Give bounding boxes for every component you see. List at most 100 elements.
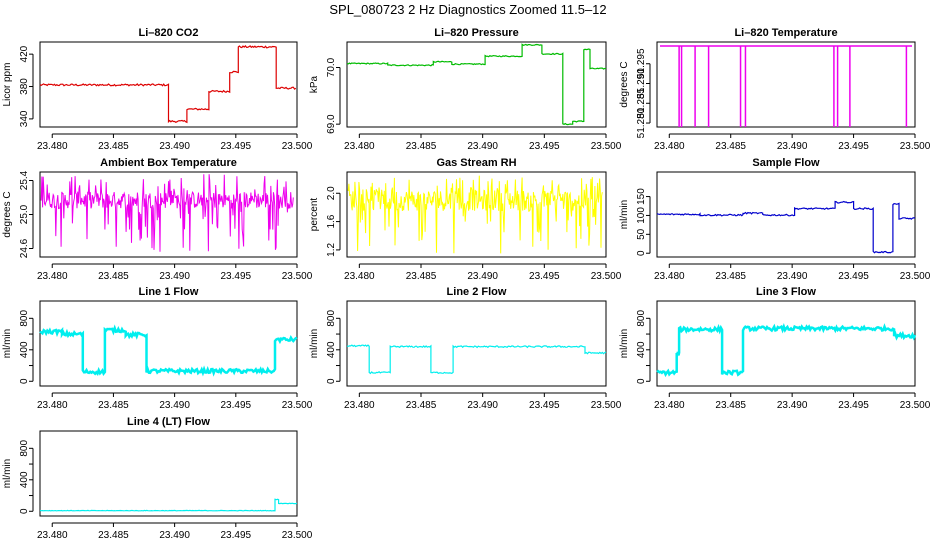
chart-line2: Line 2 Flow 23.480 23.485 23.490 23.495 23.50… — [309, 286, 622, 411]
x-tick-label: 23.485 — [406, 271, 437, 282]
x-tick-label: 23.485 — [98, 400, 129, 411]
chart-line3: Line 3 Flow 23.480 23.485 23.490 23.495 23.50… — [619, 286, 931, 411]
series-line — [39, 498, 298, 512]
y-tick-label: 380 — [19, 78, 30, 95]
y-tick-label: 800 — [326, 310, 337, 327]
x-tick-label: 23.485 — [98, 271, 129, 282]
chart-temperature: Li–820 Temperature 23.480 23.485 23.490 23.4… — [619, 27, 931, 152]
y-axis-label: ml/min — [2, 329, 13, 358]
y-axis-label: ml/min — [2, 459, 13, 488]
x-tick-label: 23.485 — [98, 141, 129, 152]
x-tick-label: 23.490 — [467, 141, 498, 152]
x-tick-label: 23.485 — [715, 141, 746, 152]
chart-line4: Line 4 (LT) Flow 23.480 23.485 23.490 23.495… — [2, 416, 313, 540]
x-tick-label: 23.490 — [159, 141, 190, 152]
y-tick-label: 150 — [636, 188, 647, 205]
y-tick-label: 51.290 — [636, 68, 647, 99]
y-tick-label: 100 — [636, 207, 647, 224]
chart-title: Li–820 CO2 — [139, 27, 199, 39]
chart-title: Gas Stream RH — [436, 157, 516, 169]
y-tick-label: 51.280 — [636, 107, 647, 138]
x-tick-label: 23.485 — [715, 400, 746, 411]
y-tick-label: 400 — [636, 341, 647, 358]
plot-frame — [346, 41, 607, 128]
y-tick-label: 1.6 — [326, 214, 337, 228]
x-tick-label: 23.485 — [715, 271, 746, 282]
x-tick-label: 23.500 — [900, 271, 931, 282]
x-tick-label: 23.480 — [344, 271, 375, 282]
y-tick-label: 51.285 — [636, 88, 647, 119]
x-tick-label: 23.490 — [777, 400, 808, 411]
y-tick-label: 2.0 — [326, 186, 337, 200]
y-tick-label: 800 — [19, 310, 30, 327]
x-tick-label: 23.495 — [838, 271, 869, 282]
series-line — [347, 175, 603, 254]
x-tick-label: 23.500 — [591, 400, 622, 411]
x-tick-label: 23.495 — [221, 141, 252, 152]
y-axis-label: ml/min — [309, 329, 320, 358]
y-tick-label: 420 — [19, 45, 30, 62]
x-tick-label: 23.500 — [282, 530, 313, 540]
x-tick-label: 23.490 — [159, 400, 190, 411]
x-tick-label: 23.480 — [654, 400, 685, 411]
x-tick-label: 23.480 — [37, 141, 68, 152]
y-tick-label: 69.0 — [326, 114, 337, 134]
x-tick-label: 23.500 — [900, 141, 931, 152]
x-tick-label: 23.480 — [344, 400, 375, 411]
plot-frame — [39, 171, 298, 258]
x-tick-label: 23.495 — [838, 141, 869, 152]
plot-frame — [346, 171, 607, 258]
x-tick-label: 23.495 — [529, 271, 560, 282]
x-tick-label: 23.490 — [159, 530, 190, 540]
x-tick-label: 23.485 — [406, 141, 437, 152]
x-tick-label: 23.490 — [777, 271, 808, 282]
x-tick-label: 23.480 — [344, 141, 375, 152]
x-tick-label: 23.495 — [529, 141, 560, 152]
chart-title: Ambient Box Temperature — [100, 157, 237, 169]
y-tick-label: 400 — [19, 341, 30, 358]
x-tick-label: 23.485 — [406, 400, 437, 411]
y-tick-label: 24.6 — [19, 238, 30, 258]
y-tick-label: 70.0 — [326, 57, 337, 77]
x-tick-label: 23.500 — [591, 141, 622, 152]
chart-title: Li–820 Pressure — [434, 27, 518, 39]
y-tick-label: 800 — [19, 440, 30, 457]
x-tick-label: 23.480 — [37, 400, 68, 411]
y-tick-label: 0 — [19, 508, 30, 514]
x-tick-label: 23.495 — [221, 271, 252, 282]
series-line — [39, 45, 297, 124]
y-tick-label: 50 — [636, 228, 647, 240]
chart-line1: Line 1 Flow 23.480 23.485 23.490 23.495 23.50… — [2, 286, 313, 411]
y-axis-label: ml/min — [619, 329, 630, 358]
y-tick-label: 1.2 — [326, 243, 337, 257]
x-tick-label: 23.495 — [838, 400, 869, 411]
x-tick-label: 23.495 — [221, 400, 252, 411]
chart-title: Line 2 Flow — [447, 286, 507, 298]
chart-rh: Gas Stream RH 23.480 23.485 23.490 23.495 23.… — [309, 157, 622, 282]
x-tick-label: 23.480 — [654, 271, 685, 282]
series-line — [656, 200, 916, 254]
x-tick-label: 23.500 — [282, 141, 313, 152]
chart-title: Line 1 Flow — [139, 286, 199, 298]
y-axis-label: ml/min — [619, 200, 630, 229]
series-line — [39, 324, 298, 377]
x-tick-label: 23.500 — [282, 271, 313, 282]
chart-title: Sample Flow — [752, 157, 820, 169]
chart-title: Line 4 (LT) Flow — [127, 416, 210, 428]
x-tick-label: 23.500 — [282, 400, 313, 411]
y-tick-label: 25.4 — [19, 170, 30, 190]
y-tick-label: 0 — [636, 378, 647, 384]
chart-sampleflow: Sample Flow 23.480 23.485 23.490 23.495 23.50… — [619, 157, 931, 282]
y-tick-label: 25.0 — [19, 204, 30, 224]
x-tick-label: 23.490 — [467, 271, 498, 282]
y-axis-label: kPa — [309, 75, 320, 93]
y-axis-label: Licor ppm — [2, 63, 13, 107]
plot-frame — [656, 41, 916, 128]
x-tick-label: 23.490 — [777, 141, 808, 152]
y-axis-label: degrees C — [2, 191, 13, 237]
x-tick-label: 23.490 — [467, 400, 498, 411]
y-tick-label: 51.295 — [636, 48, 647, 79]
x-tick-label: 23.490 — [159, 271, 190, 282]
x-tick-label: 23.495 — [529, 400, 560, 411]
